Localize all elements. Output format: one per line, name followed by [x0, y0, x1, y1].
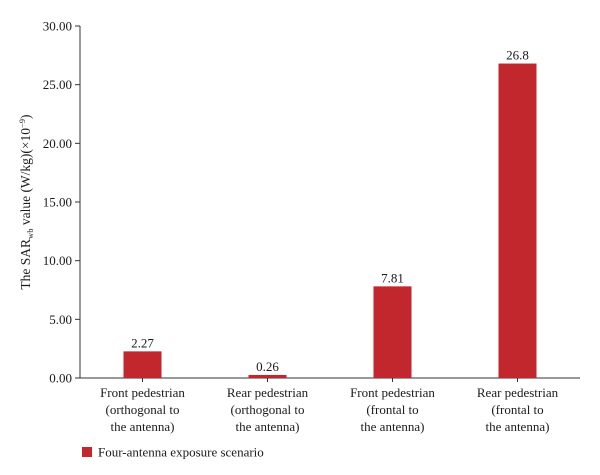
bar: [498, 63, 537, 379]
y-tick-label: 5.00: [49, 312, 72, 327]
y-axis-title-prefix: The SAR: [18, 239, 33, 290]
x-tick-label: Rear pedestrian: [227, 385, 309, 400]
data-label: 26.8: [506, 48, 529, 63]
y-tick-label: 30.00: [43, 19, 72, 34]
x-tick-label: Front pedestrian: [350, 385, 435, 400]
y-tick-label: 10.00: [43, 253, 72, 268]
y-tick-label: 25.00: [43, 77, 72, 92]
x-tick-label: Rear pedestrian: [477, 385, 559, 400]
x-tick-label: the antenna): [111, 419, 175, 434]
bar: [248, 374, 287, 378]
y-axis-title: The SARwb value (W/kg)(×10−9): [17, 114, 35, 289]
y-tick-label: 15.00: [43, 195, 72, 210]
bars: 2.27 0.26 7.81 26.8: [123, 48, 537, 379]
x-tick-label: (frontal to: [366, 402, 418, 417]
y-axis-title-group: The SARwb value (W/kg)(×10−9): [17, 114, 35, 289]
y-axis: 0.00 5.00 10.00 15.00 20.00 25.00 30.00: [43, 19, 81, 386]
category-labels: Front pedestrian (orthogonal to the antenn…: [100, 385, 559, 434]
legend-swatch: [82, 447, 92, 457]
x-tick-label: the antenna): [361, 419, 425, 434]
x-tick-label: (orthogonal to: [230, 402, 304, 417]
x-tick-label: the antenna): [486, 419, 550, 434]
y-tick-label: 0.00: [49, 371, 72, 386]
data-label: 2.27: [131, 335, 154, 350]
x-axis: [80, 377, 580, 382]
legend-label: Four-antenna exposure scenario: [98, 445, 264, 460]
y-tick-label: 20.00: [43, 136, 72, 151]
x-tick-label: (frontal to: [491, 402, 543, 417]
x-tick-label: Front pedestrian: [100, 385, 185, 400]
y-axis-title-subscript: wb: [25, 229, 35, 239]
x-tick-label: the antenna): [236, 419, 300, 434]
data-label: 0.26: [256, 359, 279, 374]
bar: [373, 286, 412, 378]
y-axis-title-suffix: ): [18, 114, 33, 119]
y-axis-title-superscript: −9: [17, 119, 27, 128]
x-tick-label: (orthogonal to: [105, 402, 179, 417]
legend: Four-antenna exposure scenario: [82, 445, 264, 460]
bar: [123, 351, 162, 378]
y-axis-title-middle: value (W/kg)(×10: [18, 128, 33, 229]
data-label: 7.81: [381, 270, 404, 285]
